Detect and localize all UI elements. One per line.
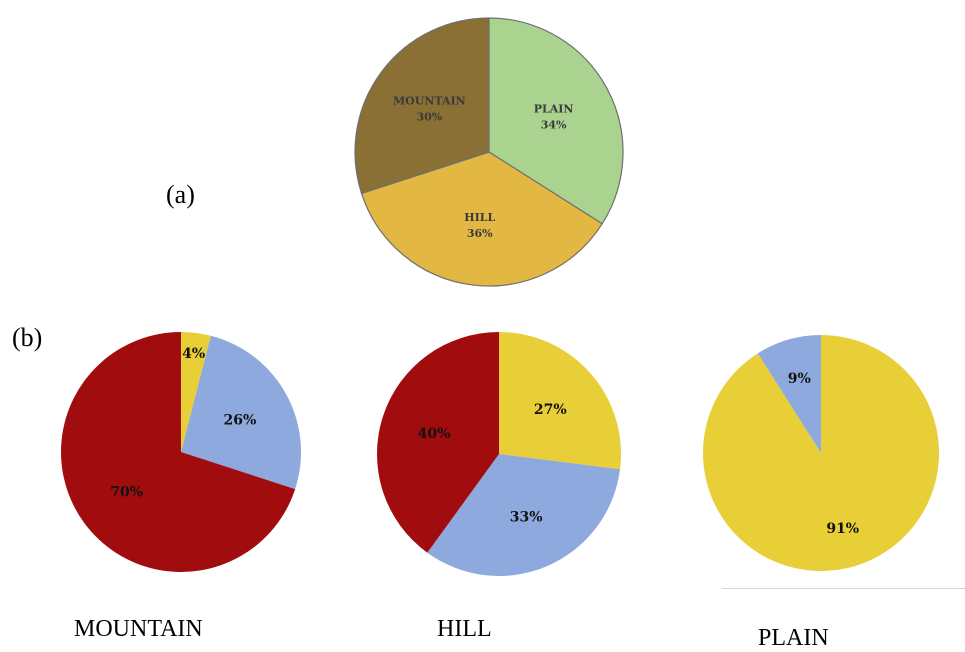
slice-value-b-mountain-0: 4% — [182, 346, 205, 362]
panel-label-a: (a) — [166, 180, 195, 209]
pie-slice-b-hill-2 — [376, 331, 499, 553]
slice-label-a-0: PLAIN — [534, 102, 574, 115]
pie-slice-b-mountain-1 — [181, 335, 302, 490]
pie-a: PLAIN 34% HILL 36% MOUNTAIN 30% — [354, 17, 624, 287]
caption-hill: HILL — [437, 616, 492, 642]
slice-value-b-mountain-2: 70% — [110, 484, 143, 500]
slice-value-b-mountain-1: 26% — [223, 413, 256, 429]
slice-label-a-2: MOUNTAIN — [393, 95, 466, 108]
pie-b-hill: 27% 33% 40% — [376, 331, 621, 576]
slice-value-b-plain-1: 9% — [788, 371, 811, 387]
panel-label-b: (b) — [12, 323, 43, 352]
pie-b-mountain: 4% 26% 70% — [60, 332, 302, 572]
slice-value-a-2: 30% — [416, 111, 442, 124]
pie-slice-b-hill-0 — [499, 332, 621, 470]
pie-b-plain: 91% 9% — [703, 335, 939, 571]
slice-value-b-hill-1: 33% — [510, 510, 543, 526]
pie-slice-a-0 — [488, 17, 624, 225]
pie-slice-b-hill-1 — [427, 454, 621, 576]
pie-slice-a-2 — [354, 17, 490, 195]
slice-value-a-1: 36% — [467, 227, 493, 240]
caption-plain: PLAIN — [758, 625, 829, 651]
slice-value-b-hill-2: 40% — [418, 426, 451, 442]
pie-slice-b-mountain-2 — [60, 332, 296, 572]
slice-value-a-0: 34% — [541, 118, 567, 131]
caption-mountain: MOUNTAIN — [74, 616, 203, 642]
slice-label-a-1: HILL — [464, 211, 495, 224]
baseline-rule — [722, 588, 965, 589]
slice-value-b-plain-0: 91% — [826, 521, 859, 537]
pie-slice-b-mountain-0 — [181, 332, 211, 452]
pie-slice-b-plain-1 — [757, 335, 821, 453]
slice-value-b-hill-0: 27% — [534, 402, 567, 418]
pie-slice-a-1 — [360, 151, 603, 287]
